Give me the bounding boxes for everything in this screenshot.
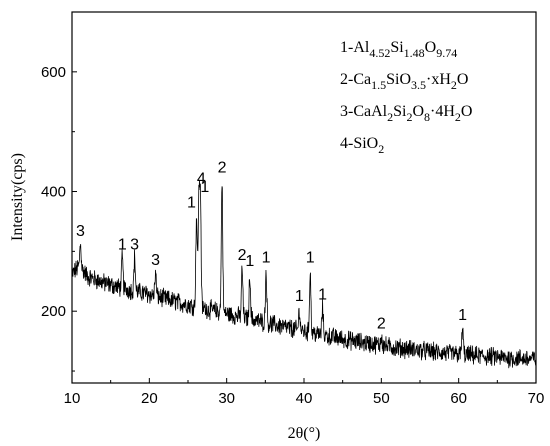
y-tick-label: 200 xyxy=(41,303,66,320)
y-tick-label: 600 xyxy=(41,64,66,81)
peak-label: 1 xyxy=(318,287,327,304)
peak-label: 1 xyxy=(458,307,467,324)
peak-label: 1 xyxy=(262,250,271,267)
x-tick-label: 30 xyxy=(218,390,235,407)
peak-label: 3 xyxy=(151,252,160,269)
x-tick-label: 20 xyxy=(141,390,158,407)
peak-label: 1 xyxy=(118,236,127,253)
peak-label: 3 xyxy=(130,236,139,253)
y-axis-title: Intensity(cps) xyxy=(9,153,26,241)
legend-entry: 4-SiO2 xyxy=(340,135,384,156)
legend-entry: 2-Ca1.5SiO3.5·xH2O xyxy=(340,71,468,92)
x-tick-label: 10 xyxy=(64,390,81,407)
peak-label: 1 xyxy=(295,288,304,305)
y-tick-label: 400 xyxy=(41,184,66,201)
peak-label: 2 xyxy=(377,315,386,332)
x-axis-ticks: 10 20 30 40 50 60 70 xyxy=(64,378,545,407)
x-axis-title: 2θ(°) xyxy=(288,425,321,442)
legend: 1-Al4.52Si1.48O9.74 2-Ca1.5SiO3.5·xH2O 3-C… xyxy=(340,39,472,156)
legend-entry: 3-CaAl2Si2O8·4H2O xyxy=(340,103,472,124)
peak-label: 1 xyxy=(245,253,254,270)
peak-label: 2 xyxy=(218,160,227,177)
y-axis-ticks: 200 400 600 xyxy=(41,11,77,372)
peak-label: 1 xyxy=(187,194,196,211)
peak-label: 3 xyxy=(76,223,85,240)
x-tick-label: 50 xyxy=(373,390,390,407)
legend-entry: 1-Al4.52Si1.48O9.74 xyxy=(340,39,457,60)
x-tick-label: 60 xyxy=(450,390,467,407)
diffraction-pattern-line xyxy=(71,179,537,369)
x-tick-label: 40 xyxy=(296,390,313,407)
peak-label: 1 xyxy=(306,250,315,267)
peak-label: 4 xyxy=(197,171,206,188)
peak-label: 2 xyxy=(238,247,247,264)
x-tick-label: 70 xyxy=(528,390,545,407)
plot-frame xyxy=(71,11,537,384)
peak-label: 1 xyxy=(200,179,209,196)
